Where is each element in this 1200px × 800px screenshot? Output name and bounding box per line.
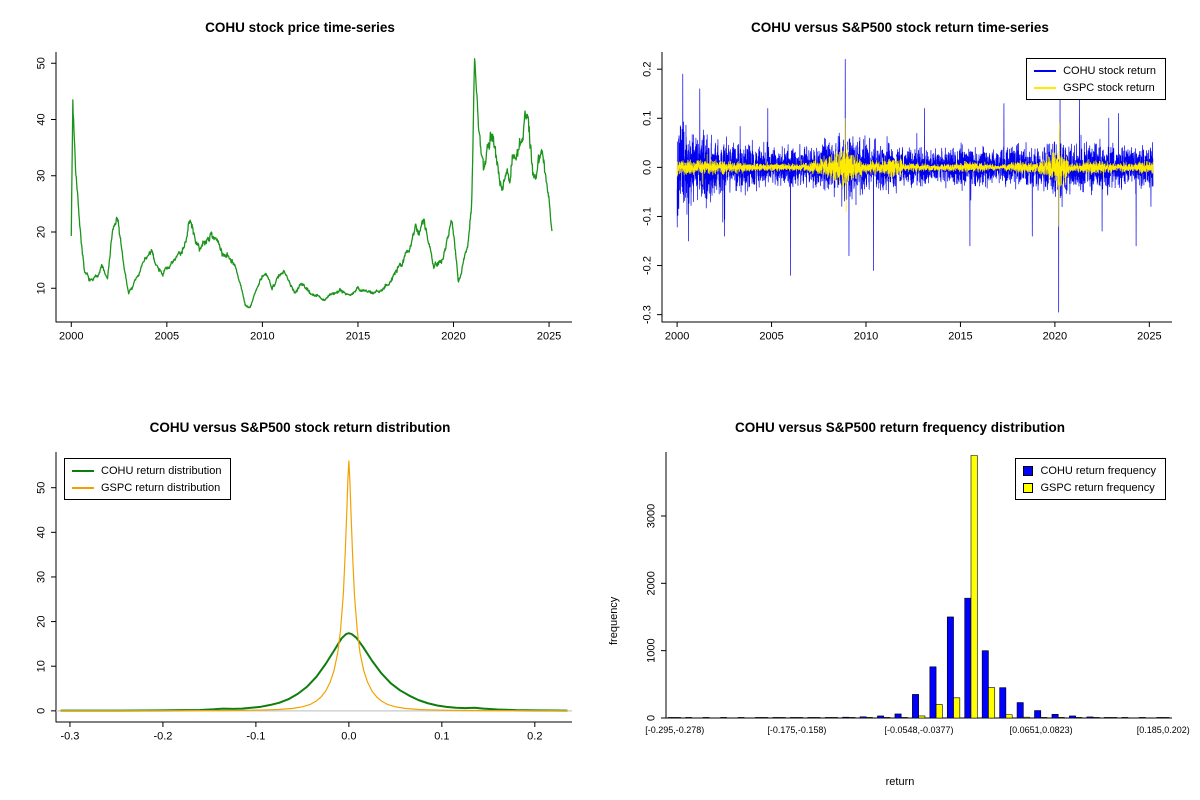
chart-distribution-panel: COHU versus S&P500 stock return distribu… xyxy=(0,400,600,800)
chart-price-canvas xyxy=(0,0,600,400)
legend-item: GSPC return frequency xyxy=(1023,479,1156,496)
legend-color-line xyxy=(1034,69,1057,72)
return-axis-label: return xyxy=(885,776,915,788)
legend-item: COHU return frequency xyxy=(1023,462,1156,479)
legend-item-label: GSPC return distribution xyxy=(101,481,221,494)
returns-timeseries-legend: COHU stock return GSPC stock return xyxy=(1026,58,1166,100)
legend-item-label: GSPC stock return xyxy=(1063,81,1155,94)
legend-color-line xyxy=(72,486,94,489)
legend-color-box xyxy=(1023,465,1034,476)
chart-frequency-panel: COHU versus S&P500 return frequency dist… xyxy=(600,400,1200,800)
chart-price-title: COHU stock price time-series xyxy=(205,20,395,35)
frequency-axis-label: frequency xyxy=(608,596,620,645)
legend-item: GSPC stock return xyxy=(1034,79,1156,96)
legend-color-line xyxy=(72,469,94,472)
legend-color-line xyxy=(1034,86,1057,89)
legend-item: COHU return distribution xyxy=(72,462,221,479)
legend-item: GSPC return distribution xyxy=(72,479,221,496)
legend-item-label: COHU return frequency xyxy=(1040,464,1156,477)
return-distribution-legend: COHU return distribution GSPC return dist… xyxy=(64,458,232,500)
legend-item: COHU stock return xyxy=(1034,62,1156,79)
legend-color-box xyxy=(1023,482,1034,493)
chart-returns-panel: COHU versus S&P500 stock return time-ser… xyxy=(600,0,1200,400)
legend-item-label: GSPC return frequency xyxy=(1040,481,1155,494)
legend-item-label: COHU stock return xyxy=(1063,64,1156,77)
legend-item-label: COHU return distribution xyxy=(101,464,222,477)
chart-price-panel: COHU stock price time-series xyxy=(0,0,600,400)
chart-distribution-title: COHU versus S&P500 stock return distribu… xyxy=(149,420,451,435)
return-frequency-legend: COHU return frequency GSPC return frequen… xyxy=(1015,458,1166,500)
chart-returns-title: COHU versus S&P500 stock return time-ser… xyxy=(751,20,1049,35)
chart-frequency-title: COHU versus S&P500 return frequency dist… xyxy=(734,420,1066,435)
